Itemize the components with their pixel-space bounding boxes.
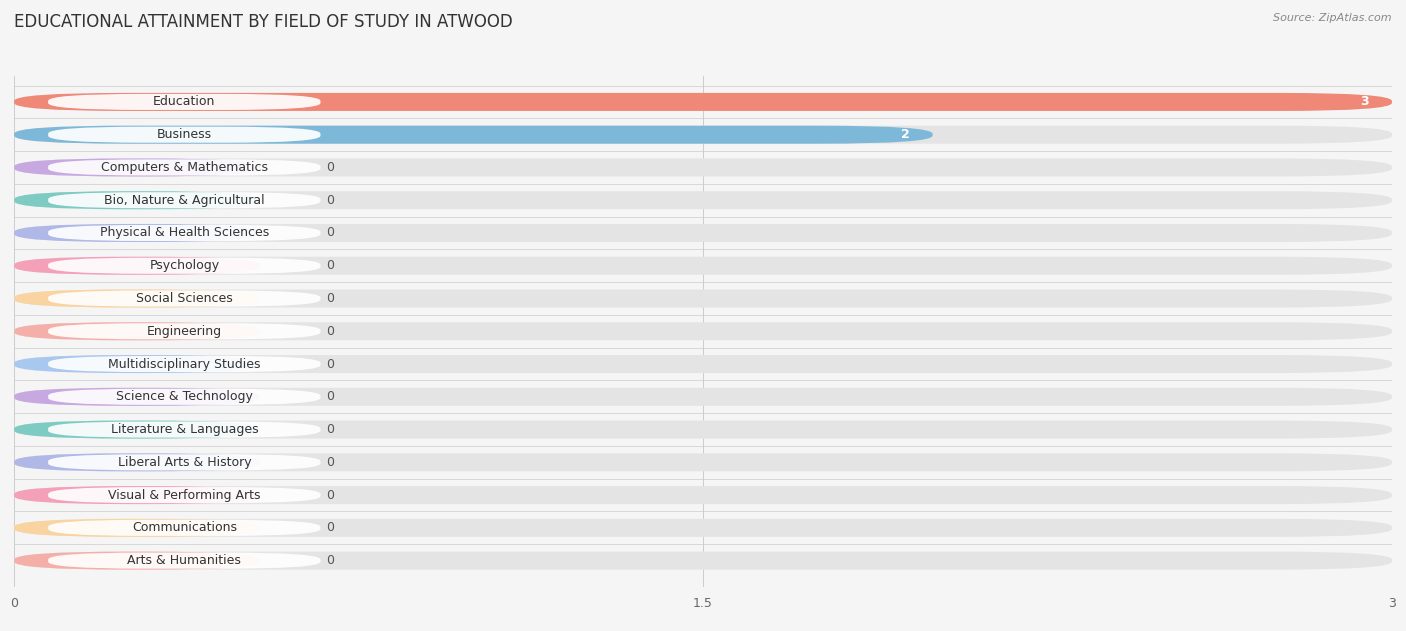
FancyBboxPatch shape bbox=[48, 127, 321, 143]
FancyBboxPatch shape bbox=[14, 355, 260, 373]
FancyBboxPatch shape bbox=[48, 389, 321, 405]
Text: 0: 0 bbox=[326, 194, 335, 207]
FancyBboxPatch shape bbox=[14, 519, 1392, 537]
FancyBboxPatch shape bbox=[14, 224, 1392, 242]
Text: 2: 2 bbox=[901, 128, 910, 141]
Text: Source: ZipAtlas.com: Source: ZipAtlas.com bbox=[1274, 13, 1392, 23]
FancyBboxPatch shape bbox=[48, 160, 321, 175]
Text: Arts & Humanities: Arts & Humanities bbox=[128, 554, 242, 567]
Text: 0: 0 bbox=[326, 488, 335, 502]
Text: 0: 0 bbox=[326, 554, 335, 567]
Text: 0: 0 bbox=[326, 521, 335, 534]
FancyBboxPatch shape bbox=[14, 257, 260, 274]
Text: Social Sciences: Social Sciences bbox=[136, 292, 232, 305]
Text: Psychology: Psychology bbox=[149, 259, 219, 272]
FancyBboxPatch shape bbox=[48, 356, 321, 372]
Text: Science & Technology: Science & Technology bbox=[115, 391, 253, 403]
FancyBboxPatch shape bbox=[48, 454, 321, 470]
FancyBboxPatch shape bbox=[14, 322, 1392, 340]
FancyBboxPatch shape bbox=[14, 224, 260, 242]
Text: Literature & Languages: Literature & Languages bbox=[111, 423, 259, 436]
Text: 3: 3 bbox=[1361, 95, 1369, 109]
Text: Multidisciplinary Studies: Multidisciplinary Studies bbox=[108, 358, 260, 370]
Text: 0: 0 bbox=[326, 391, 335, 403]
Text: Computers & Mathematics: Computers & Mathematics bbox=[101, 161, 267, 174]
FancyBboxPatch shape bbox=[48, 225, 321, 241]
Text: 0: 0 bbox=[326, 161, 335, 174]
FancyBboxPatch shape bbox=[14, 519, 260, 537]
Text: 0: 0 bbox=[326, 423, 335, 436]
FancyBboxPatch shape bbox=[14, 290, 260, 307]
Text: Bio, Nature & Agricultural: Bio, Nature & Agricultural bbox=[104, 194, 264, 207]
FancyBboxPatch shape bbox=[14, 486, 260, 504]
FancyBboxPatch shape bbox=[14, 93, 1392, 111]
FancyBboxPatch shape bbox=[48, 422, 321, 437]
FancyBboxPatch shape bbox=[48, 487, 321, 503]
Text: 0: 0 bbox=[326, 325, 335, 338]
FancyBboxPatch shape bbox=[14, 322, 260, 340]
FancyBboxPatch shape bbox=[14, 453, 1392, 471]
FancyBboxPatch shape bbox=[14, 453, 260, 471]
FancyBboxPatch shape bbox=[14, 486, 1392, 504]
Text: Business: Business bbox=[156, 128, 212, 141]
FancyBboxPatch shape bbox=[14, 290, 1392, 307]
FancyBboxPatch shape bbox=[14, 126, 1392, 144]
Text: Visual & Performing Arts: Visual & Performing Arts bbox=[108, 488, 260, 502]
FancyBboxPatch shape bbox=[48, 192, 321, 208]
FancyBboxPatch shape bbox=[48, 323, 321, 339]
Text: 0: 0 bbox=[326, 292, 335, 305]
FancyBboxPatch shape bbox=[48, 553, 321, 569]
Text: Physical & Health Sciences: Physical & Health Sciences bbox=[100, 227, 269, 240]
Text: 0: 0 bbox=[326, 227, 335, 240]
Text: Communications: Communications bbox=[132, 521, 236, 534]
FancyBboxPatch shape bbox=[14, 191, 260, 209]
FancyBboxPatch shape bbox=[48, 94, 321, 110]
FancyBboxPatch shape bbox=[48, 257, 321, 274]
Text: Liberal Arts & History: Liberal Arts & History bbox=[118, 456, 252, 469]
Text: 0: 0 bbox=[326, 358, 335, 370]
Text: Engineering: Engineering bbox=[146, 325, 222, 338]
FancyBboxPatch shape bbox=[14, 551, 1392, 570]
FancyBboxPatch shape bbox=[14, 355, 1392, 373]
FancyBboxPatch shape bbox=[14, 93, 1392, 111]
Text: EDUCATIONAL ATTAINMENT BY FIELD OF STUDY IN ATWOOD: EDUCATIONAL ATTAINMENT BY FIELD OF STUDY… bbox=[14, 13, 513, 31]
FancyBboxPatch shape bbox=[14, 257, 1392, 274]
Text: 0: 0 bbox=[326, 259, 335, 272]
FancyBboxPatch shape bbox=[14, 191, 1392, 209]
FancyBboxPatch shape bbox=[14, 388, 260, 406]
Text: 0: 0 bbox=[326, 456, 335, 469]
FancyBboxPatch shape bbox=[14, 420, 1392, 439]
FancyBboxPatch shape bbox=[14, 158, 1392, 177]
FancyBboxPatch shape bbox=[14, 420, 260, 439]
FancyBboxPatch shape bbox=[48, 520, 321, 536]
FancyBboxPatch shape bbox=[14, 388, 1392, 406]
FancyBboxPatch shape bbox=[48, 290, 321, 307]
FancyBboxPatch shape bbox=[14, 126, 932, 144]
FancyBboxPatch shape bbox=[14, 158, 260, 177]
FancyBboxPatch shape bbox=[14, 551, 260, 570]
Text: Education: Education bbox=[153, 95, 215, 109]
